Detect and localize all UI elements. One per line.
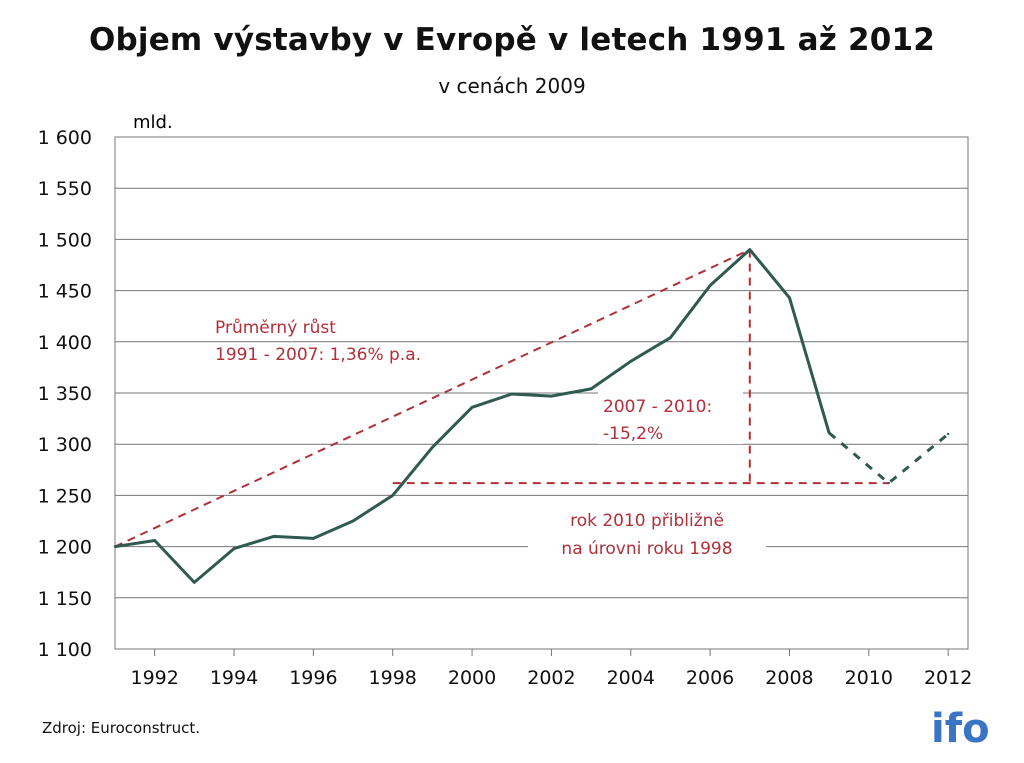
drop-label-line2: -15,2% — [603, 424, 663, 444]
data-series — [113, 248, 950, 584]
x-tick-label: 2000 — [448, 667, 496, 689]
drop-label-line1: 2007 - 2010: — [603, 397, 712, 417]
data-point — [470, 406, 474, 409]
y-tick-label: 1 550 — [38, 178, 92, 200]
data-point — [788, 296, 791, 299]
trend-line — [114, 248, 751, 548]
y-tick-label: 1 400 — [38, 332, 92, 354]
data-point — [629, 360, 632, 363]
x-tick-label: 2010 — [845, 667, 893, 689]
x-tick-label: 2006 — [686, 667, 734, 689]
annotation-labels: Průměrný růst 1991 - 2007: 1,36% p.a. 20… — [215, 318, 766, 564]
chart-subtitle: v cenách 2009 — [438, 74, 586, 98]
level-label-line1: rok 2010 přibližně — [570, 511, 724, 531]
data-point — [510, 392, 513, 396]
x-tick-label: 2008 — [765, 667, 813, 689]
data-point — [946, 432, 950, 436]
y-tick-label: 1 100 — [38, 639, 92, 661]
forecast-series-line — [828, 431, 950, 485]
ifo-logo: ifo — [931, 706, 990, 750]
x-tick-label: 1992 — [130, 667, 178, 689]
y-tick-label: 1 150 — [38, 588, 92, 610]
data-point — [153, 539, 156, 542]
x-tick-label: 1998 — [369, 667, 417, 689]
y-axis-unit-label: mld. — [133, 112, 173, 133]
y-axis-ticks: 1 100 1 150 1 200 1 250 1 300 1 350 1 400 1 450… — [38, 127, 92, 661]
plot-area-frame — [114, 136, 969, 650]
data-point — [193, 581, 196, 584]
x-tick-label: 1996 — [289, 667, 337, 689]
y-tick-label: 1 300 — [38, 434, 92, 456]
y-tick-label: 1 200 — [38, 537, 92, 559]
trend-label-line1: Průměrný růst — [215, 318, 336, 338]
data-point — [589, 387, 593, 391]
data-point — [748, 248, 751, 251]
data-point — [669, 336, 672, 339]
data-point — [113, 545, 117, 548]
drop-label-background — [598, 392, 743, 444]
annotation-lines — [114, 248, 889, 548]
data-point — [272, 535, 275, 538]
data-point — [232, 547, 236, 550]
level-label-line2: na úrovni roku 1998 — [561, 539, 732, 559]
y-tick-label: 1 250 — [38, 485, 92, 507]
data-point — [827, 431, 831, 435]
y-tick-label: 1 600 — [38, 127, 92, 149]
logo-text: ifo — [931, 706, 990, 750]
chart-title: Objem výstavby v Evropě v letech 1991 až… — [88, 22, 936, 58]
x-tick-label: 2002 — [527, 667, 575, 689]
data-point — [550, 394, 553, 398]
y-tick-label: 1 500 — [38, 229, 92, 251]
x-axis-ticks: 1992 1994 1996 1998 2000 2002 2004 2006 2008 2010… — [130, 649, 972, 689]
data-point — [391, 494, 394, 497]
source-note: Zdroj: Euroconstruct. — [42, 719, 200, 737]
data-point — [312, 537, 315, 540]
gridlines — [115, 136, 968, 650]
y-tick-label: 1 450 — [38, 281, 92, 303]
data-point — [708, 284, 712, 287]
trend-label-line2: 1991 - 2007: 1,36% p.a. — [215, 345, 421, 365]
data-point — [351, 519, 355, 523]
x-tick-label: 2004 — [607, 667, 655, 689]
y-tick-label: 1 350 — [38, 383, 92, 405]
x-tick-label: 2012 — [924, 667, 972, 689]
data-point — [431, 446, 434, 449]
level-label-background — [528, 506, 766, 564]
x-tick-label: 1994 — [210, 667, 258, 689]
data-point — [887, 481, 890, 485]
